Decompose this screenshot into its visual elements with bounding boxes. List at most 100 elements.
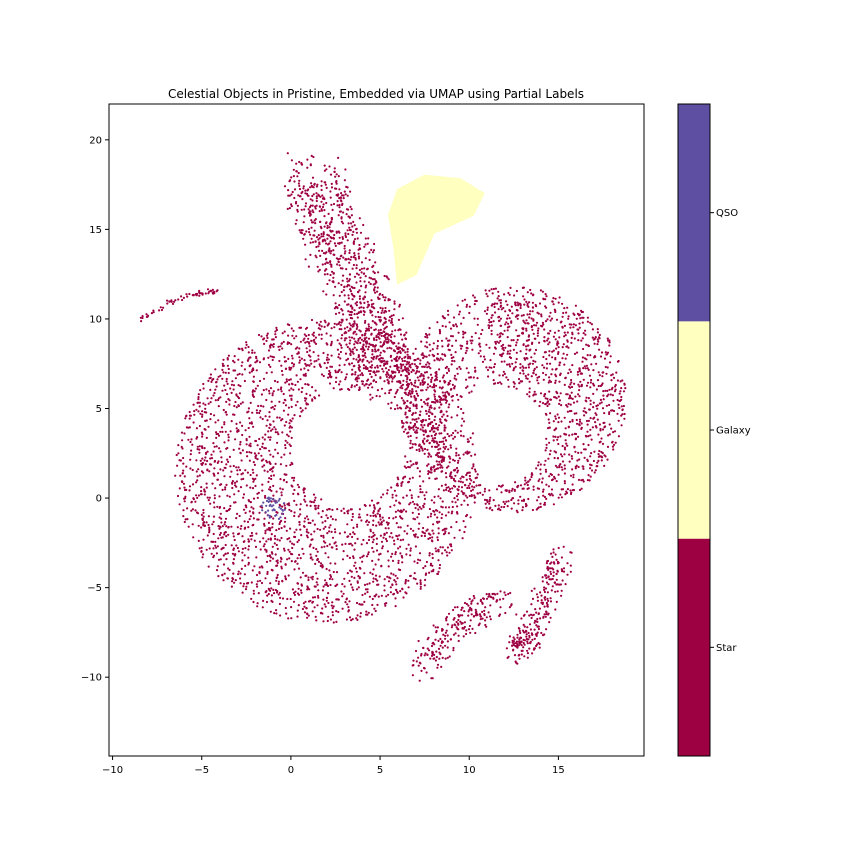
star-point	[213, 506, 216, 509]
star-point	[583, 407, 586, 410]
star-point	[440, 339, 444, 342]
star-point	[623, 383, 626, 386]
star-point	[224, 430, 227, 433]
star-point	[560, 466, 563, 469]
star-point	[309, 359, 312, 362]
star-point	[305, 534, 309, 537]
star-point	[206, 397, 209, 400]
star-point	[449, 379, 452, 383]
star-point	[256, 359, 259, 362]
star-point	[410, 395, 413, 398]
star-point	[508, 325, 511, 328]
star-point	[405, 510, 408, 513]
star-point	[541, 321, 545, 324]
star-point	[423, 534, 426, 538]
star-point	[548, 403, 551, 406]
star-point	[578, 313, 581, 316]
star-point	[318, 241, 321, 244]
star-point	[252, 523, 255, 527]
star-point	[348, 579, 351, 583]
star-point	[426, 404, 429, 407]
star-point	[320, 188, 323, 192]
star-point	[309, 521, 312, 525]
star-point	[530, 375, 533, 378]
star-point	[388, 319, 391, 322]
star-point	[390, 321, 394, 324]
star-point	[460, 347, 463, 350]
star-point	[426, 398, 429, 401]
star-point	[607, 339, 610, 342]
star-point	[494, 504, 497, 507]
star-point	[405, 363, 408, 366]
star-point	[527, 497, 530, 501]
star-point	[426, 528, 429, 531]
star-point	[345, 213, 348, 216]
star-point	[578, 458, 581, 461]
star-point	[426, 366, 429, 369]
star-point	[426, 386, 429, 389]
star-point	[249, 364, 252, 367]
star-point	[353, 564, 356, 567]
star-point	[195, 481, 198, 484]
star-point	[409, 366, 412, 369]
star-point	[208, 547, 211, 550]
star-point	[499, 305, 502, 308]
star-point	[479, 345, 482, 348]
star-point	[324, 605, 327, 608]
star-point	[247, 548, 250, 551]
star-point	[407, 465, 410, 469]
star-point	[297, 194, 300, 197]
star-point	[247, 545, 250, 548]
star-point	[321, 194, 324, 197]
star-point	[527, 338, 531, 341]
star-point	[358, 513, 361, 516]
star-point	[280, 364, 283, 367]
star-point	[215, 546, 218, 549]
star-point	[580, 426, 583, 429]
star-point	[525, 329, 528, 332]
star-point	[349, 290, 352, 293]
star-point	[245, 439, 248, 442]
star-point	[334, 531, 337, 534]
star-point	[481, 360, 485, 363]
star-point	[439, 401, 442, 404]
star-point	[302, 237, 305, 240]
star-point	[366, 523, 369, 526]
star-point	[295, 200, 298, 204]
star-point	[420, 507, 423, 510]
star-point	[391, 552, 394, 556]
star-point	[388, 535, 391, 538]
star-point	[554, 379, 557, 382]
star-point	[319, 562, 323, 565]
star-point	[221, 362, 224, 365]
star-point	[526, 483, 529, 487]
star-point	[533, 352, 536, 355]
star-point	[444, 472, 447, 475]
star-point	[586, 479, 590, 482]
star-point	[599, 429, 602, 432]
star-point	[325, 514, 328, 517]
star-point	[237, 358, 240, 361]
star-point	[205, 436, 208, 439]
star-point	[419, 485, 422, 488]
star-point	[192, 403, 195, 406]
star-point	[440, 403, 443, 406]
star-point	[406, 399, 409, 403]
star-point	[377, 329, 380, 332]
star-point	[255, 474, 258, 477]
star-point	[415, 403, 418, 406]
star-point	[462, 336, 465, 339]
star-point	[453, 377, 456, 380]
star-point	[395, 345, 398, 348]
star-point	[204, 403, 207, 406]
star-point	[372, 249, 376, 252]
star-point	[402, 596, 405, 599]
star-point	[409, 434, 412, 438]
star-point	[435, 422, 438, 426]
star-point	[354, 542, 357, 545]
star-point	[320, 200, 323, 203]
star-point	[289, 463, 292, 467]
star-point	[417, 512, 420, 516]
star-point	[292, 365, 295, 368]
star-point	[417, 527, 420, 530]
